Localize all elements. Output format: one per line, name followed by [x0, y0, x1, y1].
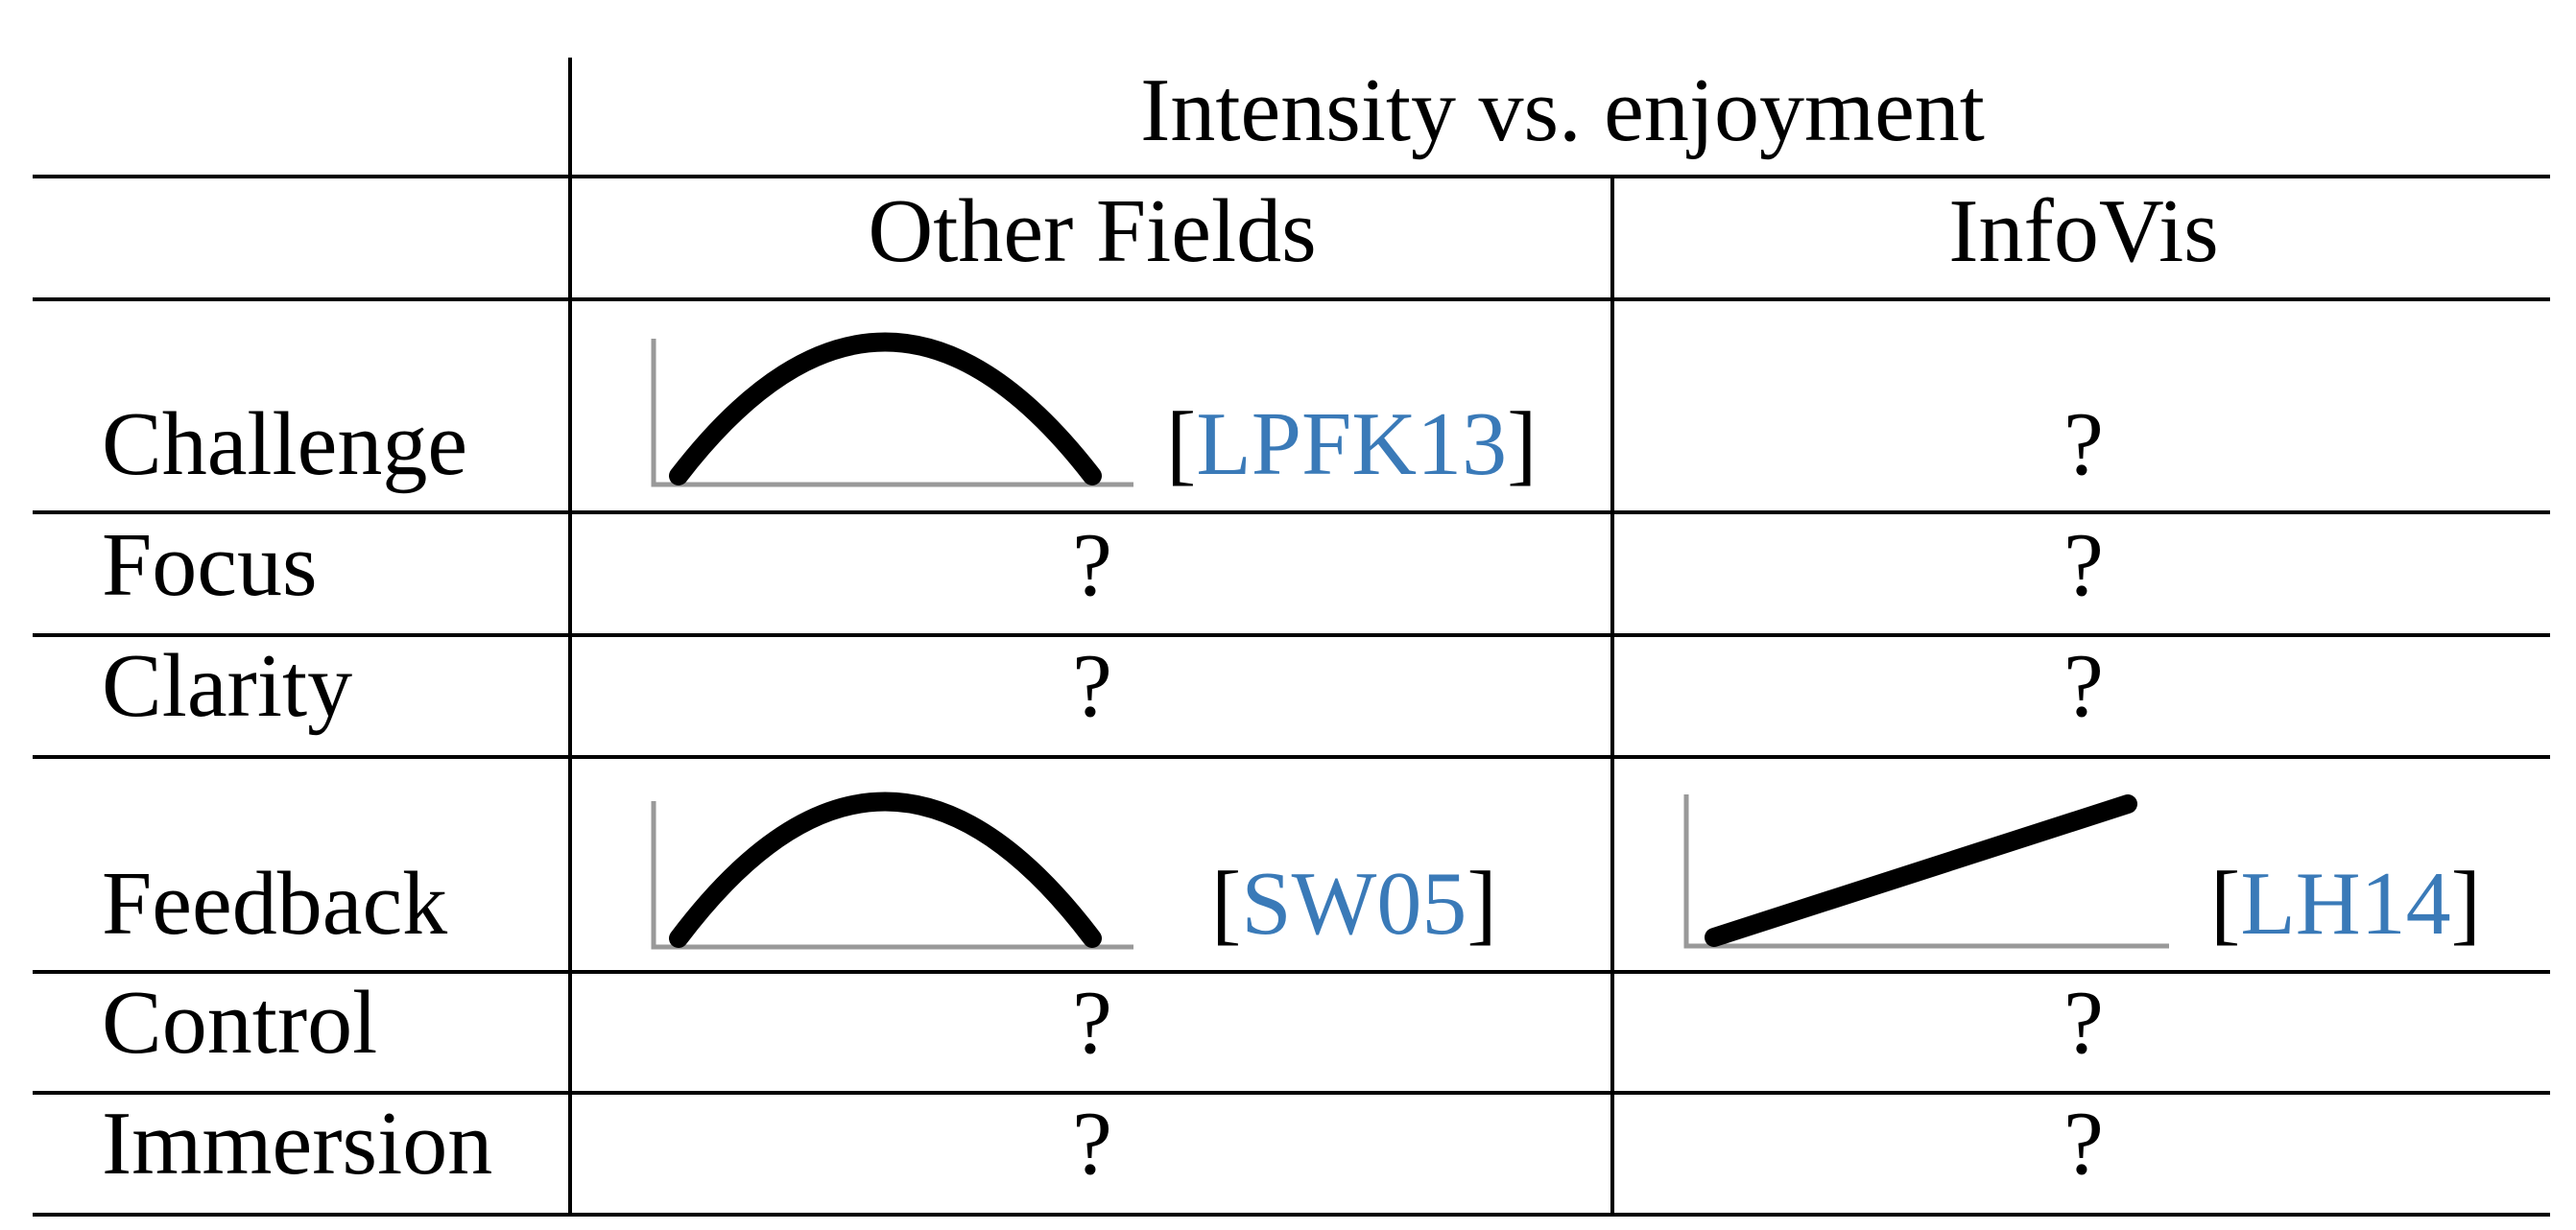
row-label: Feedback: [102, 854, 447, 954]
sketch-curve: [669, 332, 1102, 485]
sketch-inverted-u: [651, 792, 1133, 950]
cell-text: ?: [1072, 515, 1112, 615]
cell-text: ?: [2063, 394, 2104, 494]
sketch-axis: [651, 801, 1133, 950]
row-label: Focus: [102, 515, 318, 615]
sketch-curve: [1705, 794, 2137, 947]
citation-bracket: [: [2210, 854, 2240, 954]
citation-bracket: ]: [1467, 854, 1496, 954]
citation-bracket: ]: [2451, 854, 2481, 954]
row-label: Control: [102, 973, 377, 1073]
cell-text: ?: [2063, 973, 2104, 1073]
cell-text: ?: [1072, 1094, 1112, 1194]
citation: [LH14]: [2210, 854, 2481, 954]
cell-text: ?: [2063, 636, 2104, 736]
sketch-inverted-u: [651, 332, 1133, 487]
citation-bracket: [: [1166, 394, 1196, 494]
citation-key: LH14: [2240, 854, 2450, 954]
citation-bracket: [: [1211, 854, 1241, 954]
citation-key: LPFK13: [1196, 394, 1507, 494]
sketch-curve: [669, 792, 1102, 948]
citation-key: SW05: [1241, 854, 1467, 954]
row-label: Immersion: [102, 1094, 492, 1194]
table-title: Intensity vs. enjoyment: [1140, 60, 1985, 160]
row-label: Challenge: [102, 394, 467, 494]
sketch-axis: [651, 339, 1133, 487]
citation: [SW05]: [1211, 854, 1497, 954]
cell-text: ?: [2063, 515, 2104, 615]
sketch-axis: [1683, 794, 2169, 949]
column-header: Other Fields: [868, 181, 1316, 281]
column-header: InfoVis: [1948, 181, 2219, 281]
citation: [LPFK13]: [1166, 394, 1537, 494]
cell-text: ?: [2063, 1094, 2104, 1194]
row-rules: [33, 175, 2550, 1217]
cell-text: ?: [1072, 636, 1112, 736]
row-label: Clarity: [102, 636, 352, 736]
sketch-linear: [1683, 794, 2169, 949]
cell-text: ?: [1072, 973, 1112, 1073]
citation-bracket: ]: [1507, 394, 1537, 494]
